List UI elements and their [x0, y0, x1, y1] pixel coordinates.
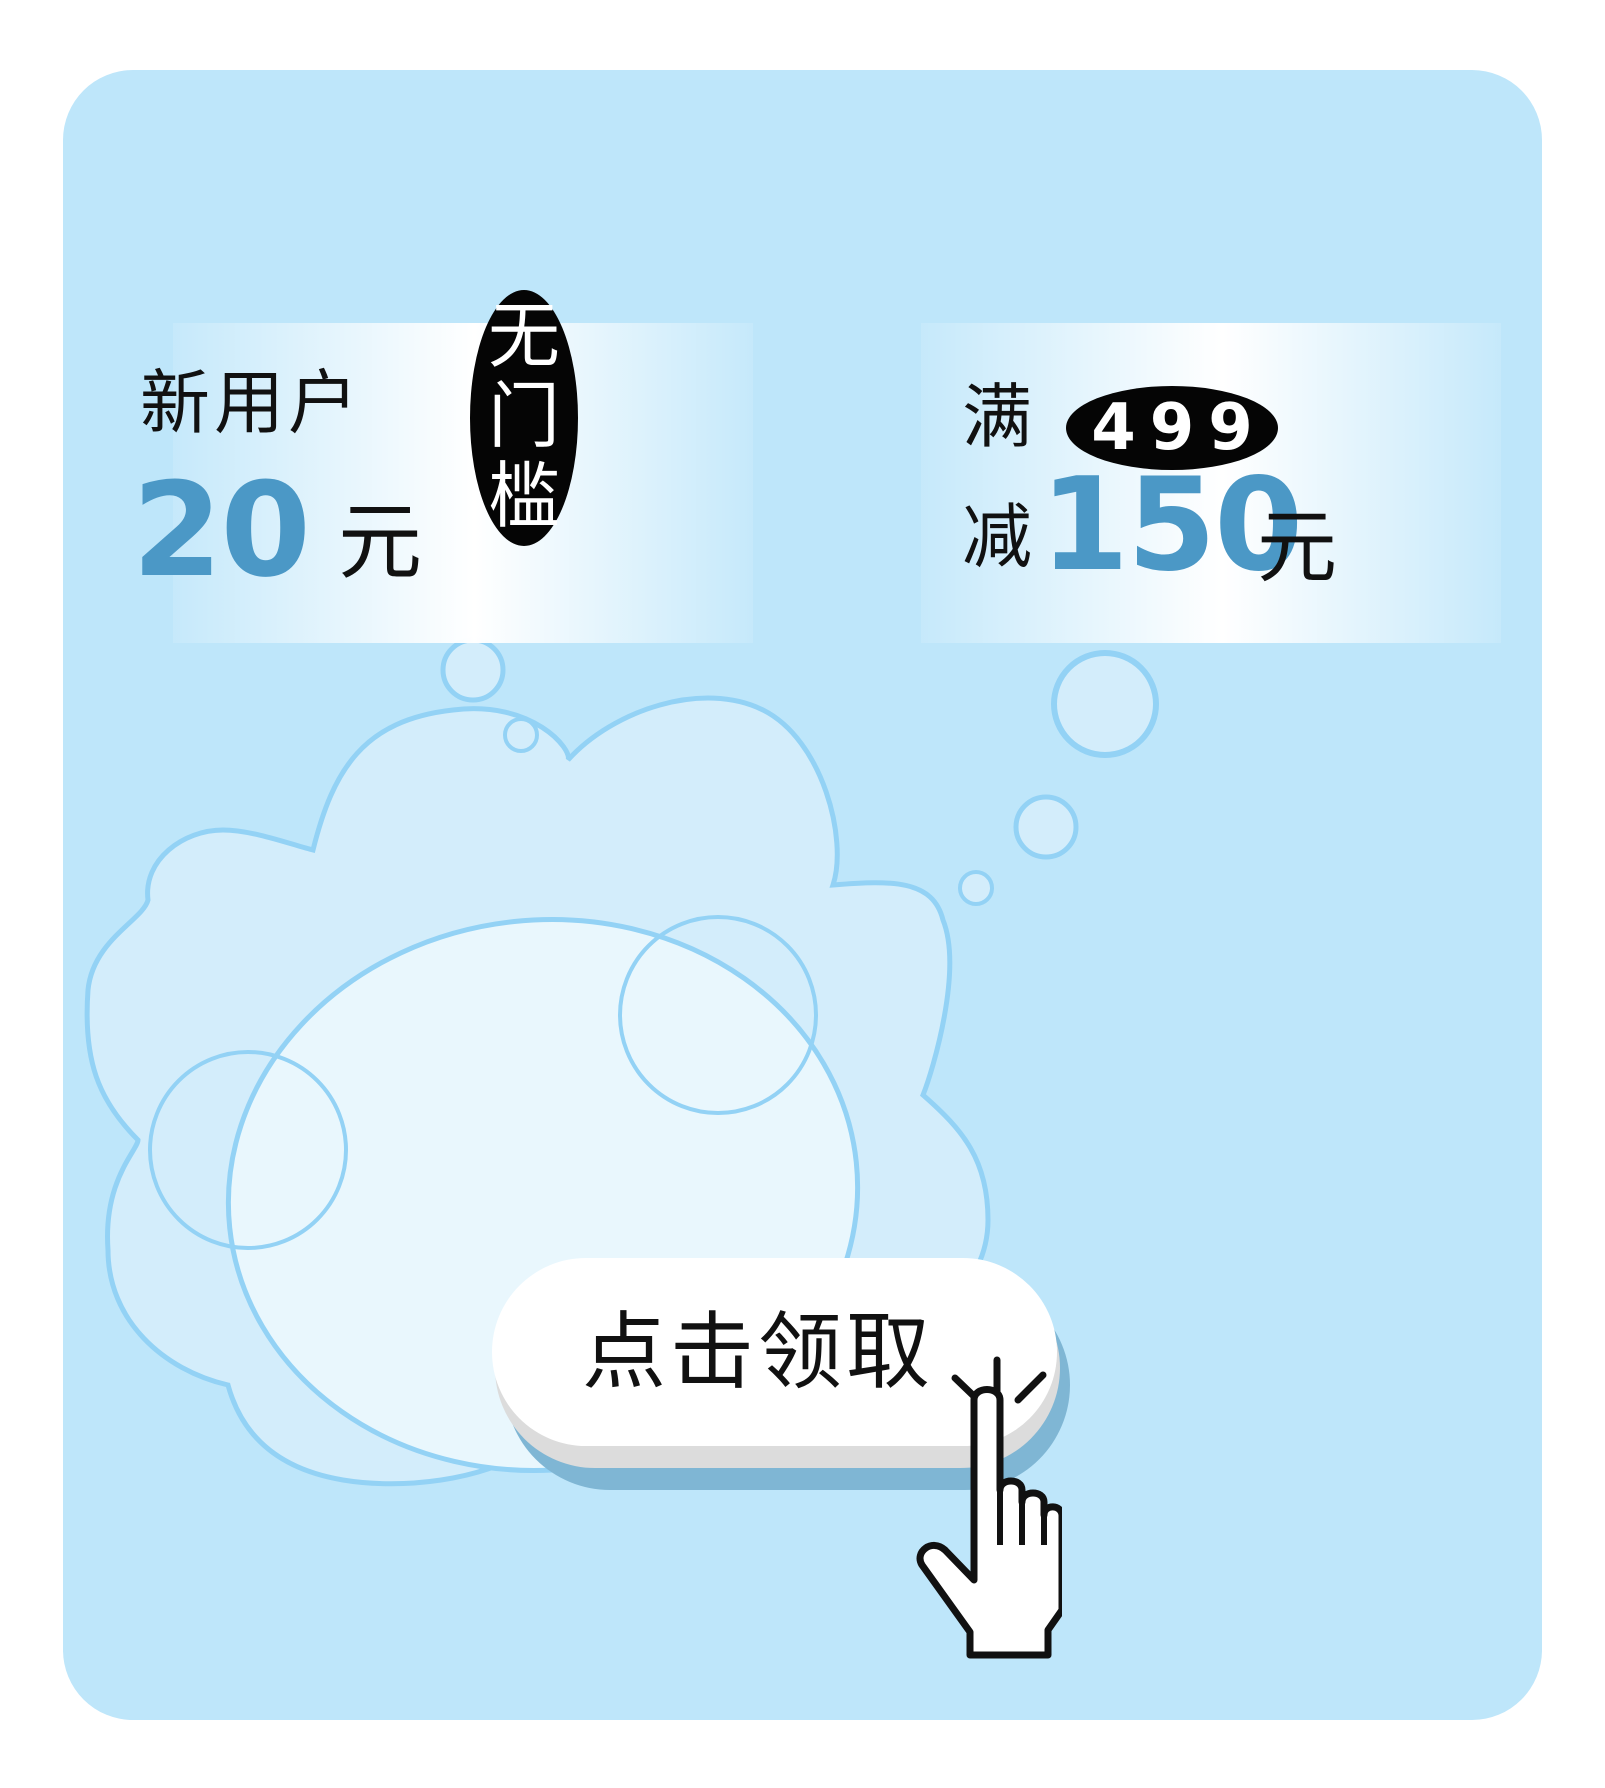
no-threshold-char-2: 门 [487, 374, 560, 458]
new-user-amount: 20 [132, 454, 311, 606]
no-threshold-badge [470, 290, 578, 546]
no-threshold-char-1: 无 [487, 294, 560, 378]
bubble-5 [958, 870, 994, 906]
bubble-2 [503, 717, 539, 753]
discount-prefix-reduce: 减 [962, 496, 1032, 578]
discount-amount: 150 [1040, 451, 1303, 600]
bubble-1 [440, 637, 506, 703]
no-threshold-char-3: 槛 [487, 454, 560, 538]
no-threshold-label: 无 门 槛 [470, 296, 578, 536]
new-user-unit: 元 [338, 493, 423, 591]
pointer-hand-icon [916, 1386, 1062, 1659]
ring-top [618, 915, 818, 1115]
claim-button[interactable]: 点击领取 [492, 1258, 1057, 1446]
bubble-4 [1013, 794, 1079, 860]
minimum-spend-badge [1066, 386, 1278, 470]
discount-prefix-full: 满 [962, 376, 1032, 458]
ring-left [148, 1050, 348, 1250]
discount-unit: 元 [1257, 501, 1337, 594]
minimum-spend-value: 499 [1091, 391, 1267, 465]
claim-button-label: 点击领取 [582, 1305, 935, 1399]
coupon-card-discount [921, 323, 1501, 643]
bubble-3 [1051, 650, 1159, 758]
new-user-title: 新用户 [140, 362, 362, 444]
coupon-card-new-user [173, 323, 753, 643]
